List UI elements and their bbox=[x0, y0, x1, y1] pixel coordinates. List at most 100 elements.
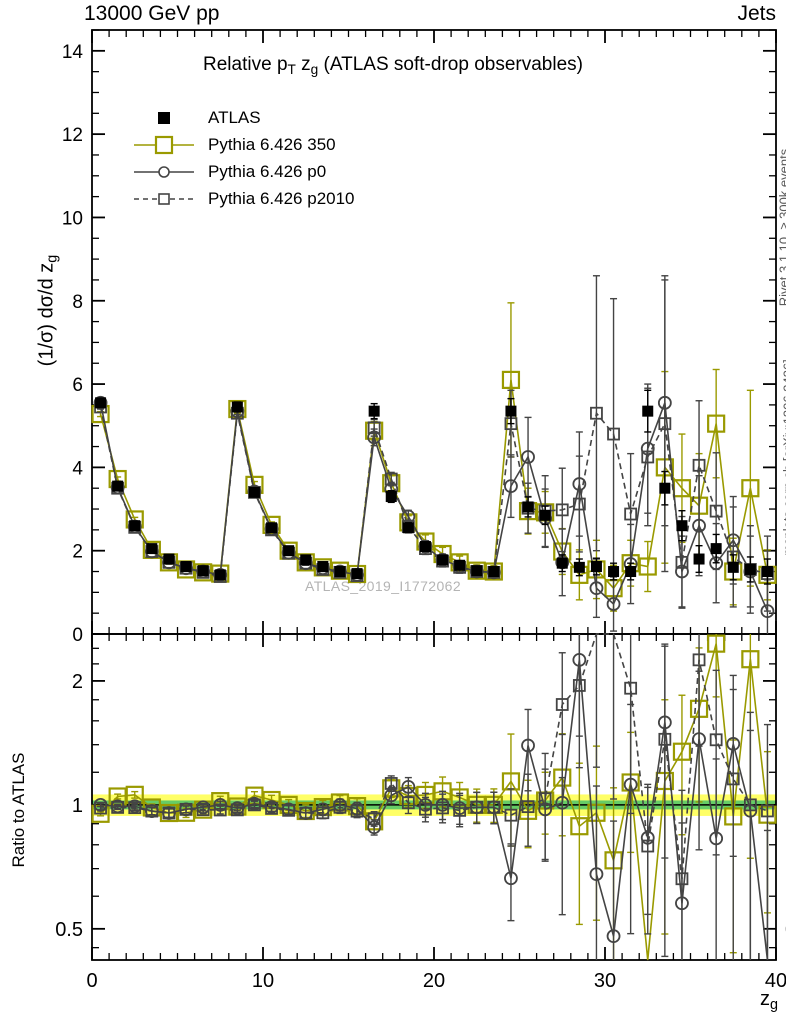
data-point-main bbox=[317, 561, 329, 573]
data-point-main bbox=[692, 458, 706, 472]
data-point-ratio bbox=[230, 803, 244, 817]
data-point-main bbox=[283, 545, 295, 557]
legend-marker-open-circle-icon bbox=[132, 162, 196, 182]
data-point-ratio bbox=[265, 802, 278, 815]
legend-item-3[interactable]: Pythia 6.426 p2010 bbox=[132, 185, 355, 212]
data-point-ratio bbox=[179, 802, 193, 816]
data-point-main bbox=[300, 554, 312, 566]
data-point-ratio bbox=[707, 634, 726, 653]
legend-marker-open-square-small-icon bbox=[132, 189, 196, 209]
data-point-ratio bbox=[162, 806, 176, 820]
data-point-main bbox=[638, 557, 657, 576]
x-tick-label: 30 bbox=[594, 970, 616, 992]
data-point-main bbox=[727, 561, 739, 573]
data-point-main bbox=[385, 491, 397, 503]
data-point-ratio bbox=[555, 698, 569, 711]
data-point-main bbox=[710, 543, 722, 555]
data-point-ratio bbox=[504, 871, 518, 886]
data-point-main bbox=[488, 566, 500, 578]
data-point-main bbox=[467, 561, 486, 580]
data-point-main bbox=[95, 397, 107, 409]
data-point-ratio bbox=[743, 798, 757, 812]
data-point-main bbox=[641, 450, 655, 464]
data-point-ratio bbox=[589, 867, 604, 881]
data-point-ratio bbox=[419, 802, 432, 816]
data-point-main bbox=[505, 405, 517, 417]
data-point-ratio bbox=[761, 804, 774, 818]
data-point-main bbox=[521, 450, 535, 464]
data-point-ratio bbox=[401, 796, 415, 810]
y-tick-label-main: 14 bbox=[62, 42, 84, 63]
data-point-ratio bbox=[675, 872, 689, 886]
data-point-ratio bbox=[299, 806, 313, 820]
ratio-y-tick-label: 0.5 bbox=[55, 919, 83, 941]
legend-label: ATLAS bbox=[208, 107, 261, 127]
data-point-main bbox=[675, 555, 689, 569]
data-point-ratio bbox=[333, 800, 347, 814]
data-point-ratio bbox=[521, 738, 535, 753]
data-point-main bbox=[573, 561, 585, 573]
x-tick-label: 10 bbox=[252, 970, 274, 992]
data-point-main bbox=[419, 541, 431, 553]
data-point-main bbox=[334, 566, 346, 578]
data-point-ratio bbox=[572, 679, 586, 692]
data-point-ratio bbox=[521, 800, 535, 814]
data-point-main bbox=[658, 417, 672, 431]
data-point-ratio bbox=[606, 929, 621, 944]
data-point-main bbox=[539, 509, 551, 521]
data-point-ratio bbox=[726, 772, 740, 786]
data-point-ratio bbox=[470, 800, 484, 814]
y-tick-label-main: 2 bbox=[72, 542, 83, 563]
data-point-main bbox=[504, 479, 518, 494]
data-point-main bbox=[197, 565, 209, 577]
ratio-y-tick-label: 1 bbox=[72, 795, 83, 817]
ratio-series-pythia-6-426-p2010 bbox=[94, 633, 774, 960]
data-point-main bbox=[590, 561, 602, 573]
data-point-main bbox=[248, 486, 260, 498]
plot-title-obs-sub: g bbox=[310, 61, 319, 77]
data-point-main bbox=[384, 472, 398, 486]
ratio-y-tick-label: 2 bbox=[72, 671, 83, 693]
data-point-main bbox=[709, 504, 723, 518]
data-point-main bbox=[659, 482, 671, 494]
data-point-main bbox=[676, 520, 688, 532]
legend-item-0[interactable]: ATLAS bbox=[132, 104, 355, 131]
data-point-ratio bbox=[555, 795, 570, 810]
data-point-main bbox=[296, 553, 315, 572]
data-point-ratio bbox=[658, 732, 672, 746]
data-point-ratio bbox=[248, 798, 261, 812]
data-point-main bbox=[522, 501, 534, 513]
data-point-ratio bbox=[487, 800, 501, 814]
x-axis-label-sub: g bbox=[769, 997, 778, 1014]
data-point-main bbox=[214, 569, 226, 581]
data-point-ratio bbox=[672, 742, 692, 761]
data-point-ratio bbox=[436, 801, 449, 815]
data-point-main bbox=[744, 563, 756, 575]
data-point-main bbox=[572, 497, 586, 511]
data-point-main bbox=[402, 522, 414, 534]
data-point-ratio bbox=[504, 808, 518, 822]
data-point-main bbox=[368, 405, 380, 417]
x-tick-label: 40 bbox=[765, 970, 786, 992]
data-point-ratio bbox=[538, 792, 552, 806]
data-point-main bbox=[642, 405, 654, 417]
series-line bbox=[99, 406, 768, 578]
data-point-ratio bbox=[94, 801, 107, 815]
data-point-ratio bbox=[641, 839, 655, 853]
legend-label: Pythia 6.426 350 bbox=[208, 134, 336, 154]
header-right-label: Jets bbox=[737, 2, 776, 25]
data-point-main bbox=[693, 553, 705, 565]
data-point-main bbox=[454, 559, 466, 571]
data-point-main bbox=[608, 566, 620, 578]
data-point-main bbox=[129, 520, 141, 532]
legend-item-2[interactable]: Pythia 6.426 p0 bbox=[132, 158, 355, 185]
plot-title-main: Relative p bbox=[203, 54, 288, 75]
y-tick-label-main: 12 bbox=[62, 125, 83, 146]
legend-item-1[interactable]: Pythia 6.426 350 bbox=[132, 131, 355, 158]
plot-title-rest: (ATLAS soft-drop observables) bbox=[318, 54, 583, 75]
data-point-ratio bbox=[741, 650, 760, 669]
data-point-ratio bbox=[367, 812, 381, 826]
ratio-series-line bbox=[100, 633, 768, 879]
